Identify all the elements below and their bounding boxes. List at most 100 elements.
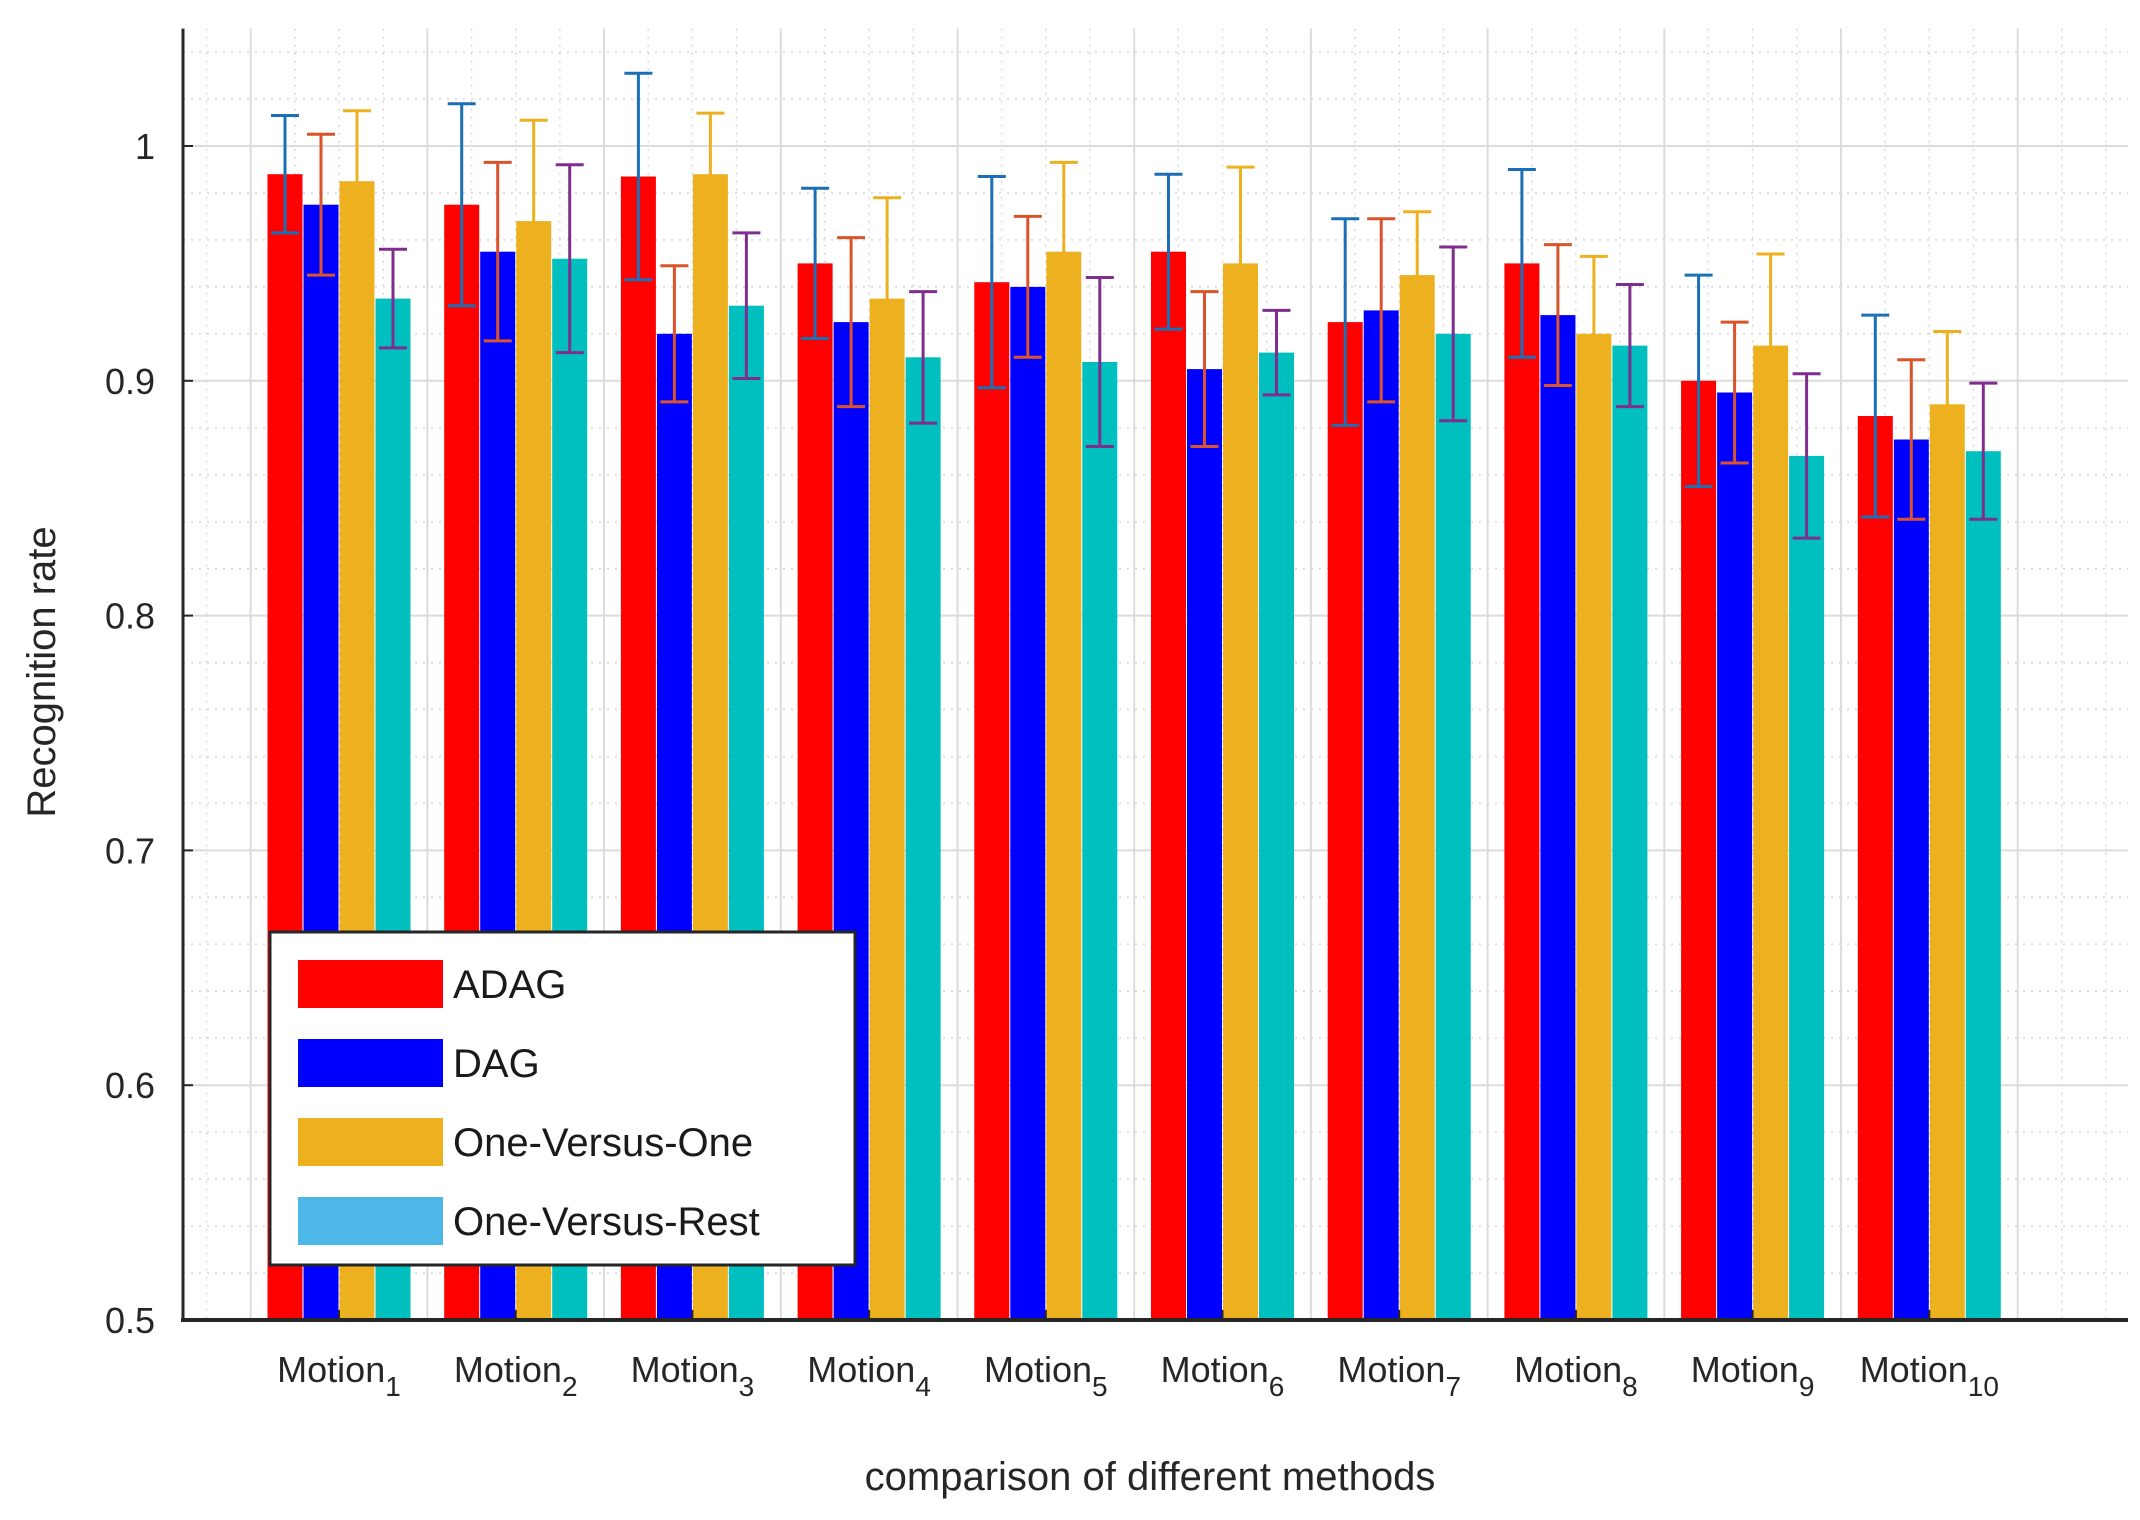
y-tick-labels: 0.5 0.6 0.7 0.8 0.9 1 <box>105 126 193 1341</box>
errorbar-dag-motion-10 <box>1897 358 1926 521</box>
x-tick-label: Motion2 <box>454 1349 578 1402</box>
x-tick-label: Motion10 <box>1860 1349 1999 1402</box>
x-axis-title: comparison of different methods <box>865 1455 1436 1499</box>
y-axis-title: Recognition rate <box>20 526 64 817</box>
errorbar-one-versus-rest-motion-3 <box>732 231 761 380</box>
bar-adag-motion-5 <box>974 282 1010 1321</box>
bar-dag-motion-6 <box>1187 369 1222 1321</box>
bar-dag-motion-10 <box>1893 439 1929 1320</box>
errorbar-dag-motion-8 <box>1543 243 1572 387</box>
x-tick-label: Motion7 <box>1337 1349 1461 1402</box>
axes <box>181 28 2128 1322</box>
bar-one-versus-one-motion-6 <box>1223 263 1258 1320</box>
x-tick-label: Motion6 <box>1161 1349 1285 1402</box>
bar-dag-motion-5 <box>1010 286 1046 1320</box>
errorbar-one-versus-rest-motion-5 <box>1085 276 1114 448</box>
x-tick-label: Motion9 <box>1691 1349 1815 1402</box>
legend-swatch <box>298 960 443 1008</box>
errorbar-one-versus-one-motion-8 <box>1579 254 1608 413</box>
errorbar-adag-motion-9 <box>1684 273 1713 488</box>
legend: ADAG DAG One-Versus-One One-Versus-Rest <box>268 930 857 1267</box>
legend-entry-one-versus-one: One-Versus-One <box>298 1118 753 1166</box>
bar-one-versus-rest-motion-10 <box>1965 451 2001 1320</box>
legend-swatch <box>298 1197 443 1245</box>
errorbar-one-versus-one-motion-4 <box>873 196 902 402</box>
bar-one-versus-one-motion-7 <box>1399 275 1435 1321</box>
errorbar-dag-motion-1 <box>307 132 335 277</box>
errorbar-one-versus-one-motion-6 <box>1226 165 1255 362</box>
x-tick-label: Motion8 <box>1514 1349 1638 1402</box>
errorbar-adag-motion-2 <box>447 102 476 308</box>
errorbar-one-versus-one-motion-3 <box>696 111 725 237</box>
errorbar-one-versus-one-motion-5 <box>1049 160 1078 343</box>
errorbar-one-versus-rest-motion-7 <box>1439 245 1468 423</box>
errorbar-one-versus-rest-motion-4 <box>909 290 938 425</box>
errorbar-one-versus-rest-motion-8 <box>1615 283 1644 409</box>
errorbar-dag-motion-7 <box>1367 217 1396 404</box>
errorbar-dag-motion-2 <box>483 160 512 343</box>
bar-one-versus-one-motion-4 <box>869 298 905 1321</box>
bar-dag-motion-8 <box>1540 315 1576 1321</box>
errorbar-adag-motion-10 <box>1861 313 1890 519</box>
errorbar-dag-motion-5 <box>1013 214 1042 359</box>
errorbar-adag-motion-8 <box>1507 168 1536 359</box>
errorbar-dag-motion-9 <box>1720 320 1749 465</box>
errorbar-one-versus-rest-motion-10 <box>1969 381 1998 521</box>
x-tick-label: Motion3 <box>631 1349 755 1402</box>
errorbar-one-versus-one-motion-9 <box>1756 252 1785 439</box>
errorbar-dag-motion-3 <box>660 264 689 404</box>
x-tick-label: Motion4 <box>807 1349 931 1402</box>
errorbar-one-versus-one-motion-10 <box>1933 330 1962 479</box>
legend-swatch <box>298 1039 443 1087</box>
errorbar-adag-motion-3 <box>624 71 653 282</box>
y-tick-label: 0.8 <box>105 596 155 637</box>
legend-label: DAG <box>453 1042 540 1086</box>
legend-entry-dag: DAG <box>298 1039 540 1087</box>
legend-entry-one-versus-rest: One-Versus-Rest <box>298 1197 760 1245</box>
bar-one-versus-one-motion-10 <box>1929 404 1965 1320</box>
errorbar-one-versus-one-motion-1 <box>343 109 371 254</box>
y-tick-label: 1 <box>135 126 155 167</box>
bar-adag-motion-8 <box>1504 263 1540 1320</box>
errorbar-adag-motion-1 <box>271 114 299 235</box>
bar-adag-motion-9 <box>1681 380 1717 1320</box>
bar-one-versus-rest-motion-7 <box>1435 333 1471 1320</box>
legend-label: One-Versus-Rest <box>453 1200 760 1244</box>
errorbar-dag-motion-6 <box>1190 290 1219 448</box>
x-tick-label: Motion5 <box>984 1349 1108 1402</box>
bar-one-versus-rest-motion-9 <box>1789 455 1825 1320</box>
bar-adag-motion-10 <box>1857 416 1893 1320</box>
y-tick-label: 0.9 <box>105 361 155 402</box>
y-tick-label: 0.7 <box>105 830 155 871</box>
errorbar-adag-motion-7 <box>1331 217 1360 427</box>
errorbar-one-versus-rest-motion-1 <box>379 247 407 350</box>
bar-one-versus-one-motion-5 <box>1046 251 1082 1321</box>
bar-one-versus-one-motion-8 <box>1576 333 1612 1320</box>
legend-swatch <box>298 1118 443 1166</box>
errorbar-adag-motion-5 <box>977 175 1006 390</box>
y-tick-label: 0.5 <box>105 1300 155 1341</box>
errorbar-adag-motion-4 <box>801 186 830 340</box>
errorbar-one-versus-rest-motion-9 <box>1792 372 1821 540</box>
errorbar-adag-motion-6 <box>1154 172 1183 331</box>
y-tick-label: 0.6 <box>105 1065 155 1106</box>
bar-dag-motion-7 <box>1363 310 1399 1320</box>
bar-one-versus-rest-motion-4 <box>905 357 941 1320</box>
errorbar-one-versus-rest-motion-2 <box>555 163 584 355</box>
legend-label: One-Versus-One <box>453 1121 753 1165</box>
bar-one-versus-rest-motion-6 <box>1259 352 1294 1321</box>
errorbar-one-versus-one-motion-2 <box>519 118 548 324</box>
bar-dag-motion-9 <box>1717 392 1753 1320</box>
x-tick-labels: Motion1 Motion2 Motion3 Motion4 Motion5 Motio… <box>277 1310 1999 1402</box>
errorbar-dag-motion-4 <box>837 236 866 409</box>
errorbar-one-versus-rest-motion-6 <box>1262 308 1291 397</box>
bar-one-versus-rest-motion-5 <box>1082 362 1118 1320</box>
legend-label: ADAG <box>453 963 566 1007</box>
x-tick-label: Motion1 <box>277 1349 401 1402</box>
error-bars <box>271 71 1998 540</box>
errorbar-one-versus-one-motion-7 <box>1403 210 1432 340</box>
bar-adag-motion-7 <box>1327 322 1363 1321</box>
bar-one-versus-rest-motion-8 <box>1612 345 1648 1321</box>
bar-one-versus-one-motion-9 <box>1753 345 1789 1321</box>
